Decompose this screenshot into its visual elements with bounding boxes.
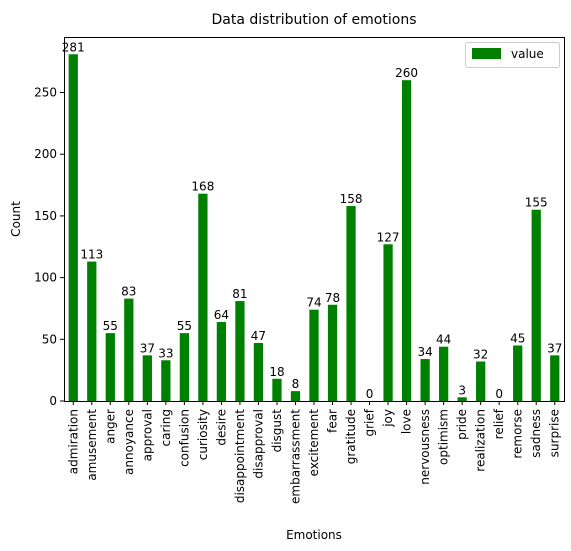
- bar-remorse: [513, 345, 523, 401]
- bar-nervousness: [420, 359, 430, 401]
- x-tick-label-love: love: [400, 409, 414, 434]
- bars-group: [68, 54, 560, 402]
- bar-surprise: [550, 355, 560, 401]
- bar-caring: [161, 360, 171, 401]
- x-tick-label-joy: joy: [381, 409, 395, 428]
- bar-admiration: [68, 54, 78, 402]
- x-tick-label-disgust: disgust: [270, 409, 284, 453]
- bar-confusion: [179, 333, 189, 401]
- bar-annoyance: [124, 298, 134, 401]
- legend-label: value: [511, 47, 544, 61]
- data-label-love: 260: [395, 66, 418, 80]
- bar-excitement: [309, 309, 319, 401]
- data-label-confusion: 55: [177, 319, 192, 333]
- plot-frame: [64, 37, 565, 402]
- x-tick-label-desire: desire: [214, 409, 228, 446]
- bar-pride: [457, 397, 467, 401]
- data-label-amusement: 113: [80, 248, 103, 262]
- x-tick-label-anger: anger: [103, 409, 117, 444]
- y-axis: 0 50 100 150 200 250: [34, 86, 64, 408]
- bar-optimism: [439, 346, 449, 401]
- bar-disappointment: [235, 301, 245, 401]
- x-tick-label-gratitude: gratitude: [344, 409, 358, 464]
- x-tick-label-surprise: surprise: [548, 409, 562, 457]
- bar-realization: [476, 361, 486, 401]
- x-tick-label-nervousness: nervousness: [418, 409, 432, 485]
- data-label-disgust: 18: [269, 365, 284, 379]
- bar-embarrassment: [290, 391, 301, 401]
- data-label-joy: 127: [377, 230, 400, 244]
- y-tick-label-200: 200: [34, 147, 57, 161]
- data-label-excitement: 74: [306, 296, 321, 310]
- bar-joy: [383, 244, 393, 401]
- legend-swatch: [472, 48, 501, 59]
- x-tick-label-caring: caring: [159, 409, 173, 446]
- data-label-desire: 64: [214, 308, 229, 322]
- data-label-relief: 0: [495, 387, 503, 401]
- data-label-optimism: 44: [436, 333, 451, 347]
- data-label-curiosity: 168: [191, 180, 214, 194]
- bar-approval: [142, 355, 152, 401]
- data-label-admiration: 281: [62, 40, 85, 54]
- x-tick-label-relief: relief: [492, 408, 506, 439]
- legend: value: [465, 42, 560, 68]
- y-tick-label-150: 150: [34, 209, 57, 223]
- bar-disgust: [272, 378, 282, 401]
- bar-love: [401, 80, 412, 402]
- x-tick-label-pride: pride: [455, 409, 469, 440]
- x-tick-label-optimism: optimism: [437, 409, 451, 465]
- data-label-realization: 32: [473, 348, 488, 362]
- x-tick-label-realization: realization: [474, 409, 488, 472]
- x-tick-label-annoyance: annoyance: [122, 409, 136, 475]
- y-tick-label-250: 250: [34, 86, 57, 100]
- y-tick-label-0: 0: [49, 394, 57, 408]
- x-tick-label-grief: grief: [363, 408, 377, 436]
- x-tick-label-admiration: admiration: [66, 409, 80, 474]
- data-label-nervousness: 34: [417, 345, 432, 359]
- x-tick-label-remorse: remorse: [511, 409, 525, 459]
- data-label-gratitude: 158: [340, 192, 363, 206]
- chart-title: Data distribution of emotions: [212, 12, 417, 28]
- bar-sadness: [531, 209, 541, 401]
- x-tick-label-disappointment: disappointment: [233, 409, 247, 503]
- bar-curiosity: [198, 193, 208, 401]
- data-label-anger: 55: [103, 319, 118, 333]
- x-tick-label-approval: approval: [140, 409, 154, 461]
- data-label-sadness: 155: [525, 196, 548, 210]
- bar-fear: [327, 304, 338, 401]
- x-axis: admiration amusement anger annoyance approva…: [66, 401, 562, 504]
- bar-gratitude: [346, 206, 356, 401]
- data-label-disappointment: 81: [232, 287, 247, 301]
- x-tick-label-disapproval: disapproval: [251, 409, 265, 479]
- x-tick-label-excitement: excitement: [307, 409, 321, 477]
- data-label-surprise: 37: [547, 341, 562, 355]
- data-label-approval: 37: [140, 341, 155, 355]
- data-label-disapproval: 47: [251, 329, 266, 343]
- y-axis-label: Count: [9, 201, 23, 237]
- data-label-pride: 3: [458, 383, 466, 397]
- data-label-embarrassment: 8: [292, 377, 300, 391]
- y-tick-label-50: 50: [42, 332, 57, 346]
- bar-anger: [105, 333, 115, 401]
- x-axis-label: Emotions: [286, 528, 342, 542]
- x-tick-label-curiosity: curiosity: [196, 409, 210, 460]
- y-tick-label-100: 100: [34, 271, 57, 285]
- x-tick-label-sadness: sadness: [529, 409, 543, 458]
- bar-disapproval: [253, 343, 264, 401]
- bar-amusement: [87, 261, 97, 401]
- data-label-fear: 78: [325, 291, 340, 305]
- x-tick-label-embarrassment: embarrassment: [288, 409, 302, 504]
- data-label-remorse: 45: [510, 331, 525, 345]
- x-tick-label-fear: fear: [326, 409, 340, 433]
- x-tick-label-confusion: confusion: [177, 409, 191, 467]
- x-tick-label-amusement: amusement: [85, 409, 99, 481]
- data-label-grief: 0: [366, 387, 374, 401]
- data-label-caring: 33: [158, 346, 173, 360]
- bar-desire: [216, 322, 227, 401]
- data-label-annoyance: 83: [121, 285, 136, 299]
